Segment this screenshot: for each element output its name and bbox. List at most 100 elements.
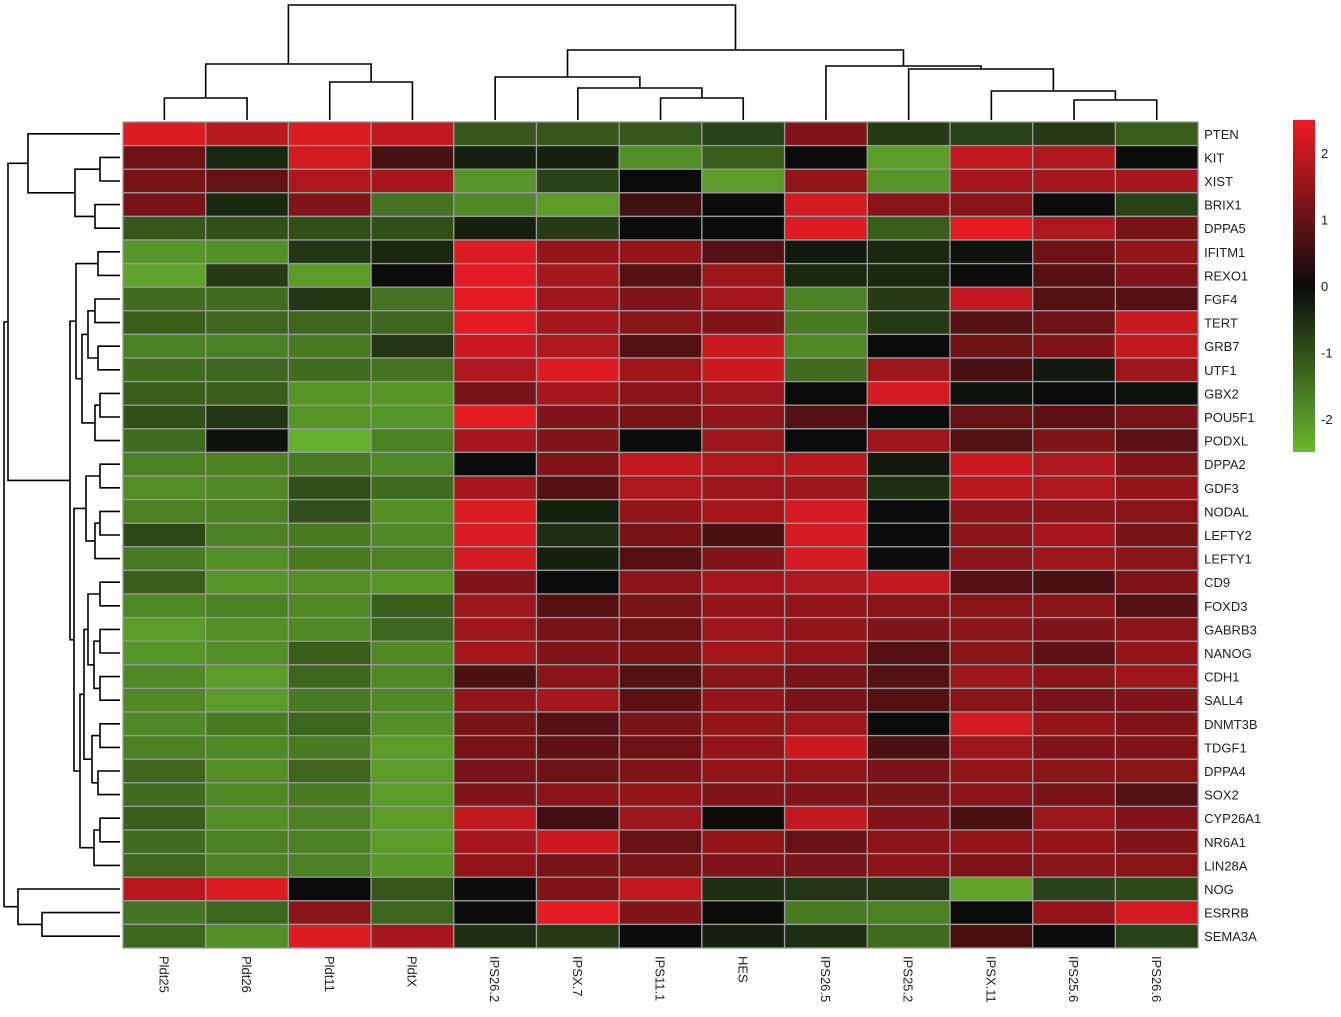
row-label: GRB7 [1204,339,1239,354]
heatmap-cell [949,357,1034,383]
heatmap-cell [453,428,538,454]
heatmap-cell [287,616,372,642]
heatmap-cell [701,546,786,572]
heatmap-cell [1032,758,1117,784]
heatmap-cell [205,310,290,336]
column-labels: Pldt25 Pldt26 Pldt11 PldtX IPS26.2 IPSX.7 IPS1… [156,956,1163,1003]
heatmap-cell [783,475,868,501]
row-dendrogram-link [74,168,100,218]
heatmap-cell [205,404,290,430]
heatmap-cell [535,782,620,808]
heatmap-cell [1114,239,1199,265]
column-dendrogram-link [328,81,414,120]
heatmap-cell [866,900,951,926]
heatmap-cell [1114,664,1199,690]
heatmap-cell [783,616,868,642]
heatmap-cell [866,829,951,855]
column-label: IPSX.7 [570,956,585,996]
heatmap-cell [618,215,703,241]
row-label: TERT [1204,316,1238,331]
heatmap-cell [618,829,703,855]
heatmap-cell [535,498,620,524]
heatmap-cell [205,664,290,690]
heatmap-cell [535,616,620,642]
heatmap-cell [287,829,372,855]
heatmap-cell [783,121,868,147]
heatmap-cell [866,522,951,548]
heatmap-cell [1032,546,1117,572]
heatmap-cell [949,404,1034,430]
row-label: UTF1 [1204,363,1237,378]
heatmap-cell [949,262,1034,288]
row-dendrogram [3,133,120,937]
heatmap-cell [453,900,538,926]
heatmap-cell [701,805,786,831]
column-dendrogram-link [907,68,1055,120]
heatmap-cell [866,239,951,265]
heatmap-cell [783,546,868,572]
heatmap-cell [287,404,372,430]
heatmap-cell [205,262,290,288]
heatmap-cell [949,852,1034,878]
heatmap-cell [701,640,786,666]
heatmap-cell [370,144,455,170]
color-legend-tick: 0 [1321,279,1328,294]
heatmap-cell [453,593,538,619]
heatmap-cell [618,569,703,595]
heatmap-cell [287,310,372,336]
heatmap-cell [949,239,1034,265]
heatmap-cell [287,569,372,595]
heatmap-cell [618,239,703,265]
heatmap-cell [205,829,290,855]
heatmap-cell [535,192,620,218]
heatmap-cell [370,357,455,383]
row-label: PODXL [1204,434,1248,449]
heatmap-cell [866,923,951,949]
heatmap-cell [866,404,951,430]
heatmap-cell [535,380,620,406]
heatmap-cell [866,121,951,147]
heatmap-cell [866,357,951,383]
heatmap-cell [783,687,868,713]
heatmap-cell [618,593,703,619]
heatmap-cell [866,262,951,288]
heatmap-cell [1032,357,1117,383]
heatmap-cell [701,144,786,170]
row-label: NODAL [1204,504,1249,519]
heatmap-cell [866,805,951,831]
heatmap-cell [1032,168,1117,194]
heatmap-cell [949,192,1034,218]
heatmap-cell [122,498,207,524]
heatmap-cell [949,593,1034,619]
heatmap-cell [618,498,703,524]
row-dendrogram-link [97,345,120,371]
heatmap-cell [618,758,703,784]
row-dendrogram-link [99,675,120,701]
heatmap-cell [535,900,620,926]
heatmap-cell [287,286,372,312]
heatmap-cell [453,687,538,713]
heatmap-cell [453,923,538,949]
heatmap-cell [1032,192,1117,218]
color-legend-ticks: 2 1 0 -1 -2 [1321,146,1333,427]
heatmap-cell [1032,711,1117,737]
heatmap-cell [1032,900,1117,926]
heatmap-cells [122,121,1199,949]
heatmap-cell [122,144,207,170]
heatmap-cell [205,640,290,666]
heatmap-cell [618,310,703,336]
heatmap-cell [783,333,868,359]
heatmap-cell [535,144,620,170]
heatmap-cell [122,829,207,855]
heatmap-cell [205,734,290,760]
heatmap-cell [287,451,372,477]
row-dendrogram-link [97,251,120,277]
heatmap-cell [1114,310,1199,336]
heatmap-cell [866,451,951,477]
heatmap-cell [701,616,786,642]
heatmap-cell [618,522,703,548]
heatmap-cell [205,428,290,454]
column-label: IPSX.11 [983,956,998,1003]
heatmap-cell [370,192,455,218]
heatmap-cell [535,428,620,454]
